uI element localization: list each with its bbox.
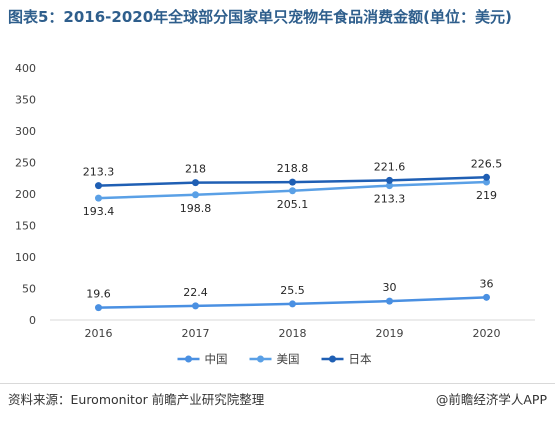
data-point: [483, 293, 490, 301]
data-label: 22.4: [183, 286, 208, 299]
y-tick-label: 350: [15, 94, 36, 107]
data-label: 218: [185, 163, 206, 176]
data-point: [483, 173, 490, 181]
legend-label: 美国: [277, 352, 300, 366]
y-tick-label: 200: [15, 188, 36, 201]
y-tick-label: 400: [15, 62, 36, 75]
data-label: 226.5: [471, 157, 503, 170]
data-point: [386, 182, 393, 190]
data-label: 193.4: [83, 205, 115, 218]
series-1: 193.4 198.8 205.1 213.3 219: [83, 178, 497, 218]
data-point: [289, 300, 296, 308]
data-label: 19.6: [86, 288, 111, 301]
legend-item: 中国: [177, 352, 228, 366]
data-point: [192, 179, 199, 187]
data-label: 205.1: [277, 198, 309, 211]
x-axis: 2016 2017 2018 2019 2020: [50, 319, 535, 340]
legend-item: 日本: [321, 352, 372, 366]
legend-swatch-marker: [329, 355, 336, 363]
y-tick-label: 0: [29, 314, 36, 327]
data-label: 30: [383, 281, 397, 294]
data-point: [192, 191, 199, 199]
y-tick-label: 100: [15, 251, 36, 264]
series-0: 19.6 22.4 25.5 30 36: [86, 277, 494, 312]
legend-label: 中国: [205, 352, 228, 366]
data-label: 219: [476, 189, 497, 202]
series-2: 213.3 218 218.8 221.6 226.5: [83, 157, 503, 190]
data-point: [386, 297, 393, 305]
x-tick-label: 2016: [85, 327, 113, 340]
x-tick-label: 2018: [279, 327, 307, 340]
data-point: [386, 176, 393, 184]
y-axis: 0 50 100 150 200 250 300 350 400: [15, 62, 36, 327]
source-divider: [0, 383, 555, 384]
data-point: [95, 194, 102, 202]
source-note: 资料来源：Euromonitor 前瞻产业研究院整理: [8, 392, 265, 407]
data-label: 213.3: [374, 193, 406, 206]
x-tick-label: 2019: [376, 327, 404, 340]
y-tick-label: 150: [15, 220, 36, 233]
data-label: 198.8: [180, 202, 212, 215]
x-tick-label: 2020: [473, 327, 501, 340]
y-tick-label: 50: [22, 283, 36, 296]
data-label: 36: [480, 277, 494, 290]
legend-item: 美国: [249, 352, 300, 366]
y-tick-label: 300: [15, 125, 36, 138]
legend-swatch-marker: [185, 355, 192, 363]
data-label: 213.3: [83, 166, 115, 179]
data-point: [289, 187, 296, 195]
chart-title: 图表5：2016-2020年全球部分国家单只宠物年食品消费金额(单位：美元): [8, 8, 512, 26]
legend: 中国 美国 日本: [177, 352, 372, 366]
credit-note: @前瞻经济学人APP: [435, 392, 547, 407]
data-label: 218.8: [277, 162, 309, 175]
data-point: [95, 304, 102, 312]
data-point: [95, 182, 102, 190]
data-point: [192, 302, 199, 310]
data-label: 25.5: [280, 284, 305, 297]
data-label: 221.6: [374, 160, 406, 173]
legend-swatch-marker: [257, 355, 264, 363]
x-tick-label: 2017: [182, 327, 210, 340]
y-tick-label: 250: [15, 157, 36, 170]
legend-label: 日本: [349, 352, 372, 366]
data-point: [289, 178, 296, 186]
